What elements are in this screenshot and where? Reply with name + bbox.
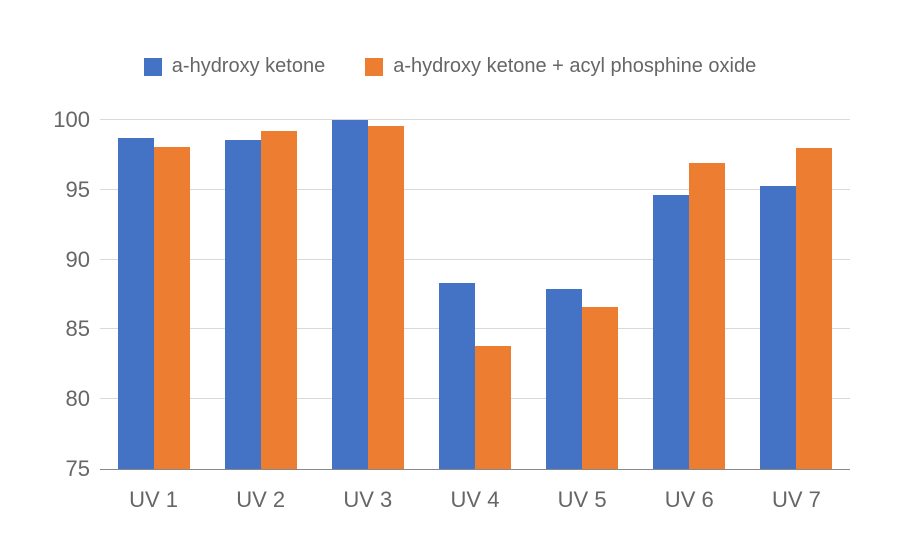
legend-item-series-2: a-hydroxy ketone + acyl phosphine oxide (365, 55, 756, 78)
x-tick-label: UV 1 (129, 487, 178, 513)
chart-container: a-hydroxy ketone a-hydroxy ketone + acyl… (0, 0, 900, 550)
category-group: UV 2 (207, 120, 314, 469)
legend-item-series-1: a-hydroxy ketone (144, 55, 325, 78)
category-group: UV 1 (100, 120, 207, 469)
bar (689, 163, 725, 469)
y-tick-label: 85 (40, 316, 90, 342)
x-tick-label: UV 7 (772, 487, 821, 513)
bar (261, 131, 297, 469)
bar (760, 186, 796, 469)
bar (653, 195, 689, 469)
bar (118, 138, 154, 469)
x-tick-label: UV 3 (343, 487, 392, 513)
bar (332, 120, 368, 469)
legend-swatch-series-1 (144, 58, 162, 76)
x-tick-label: UV 5 (558, 487, 607, 513)
y-tick-label: 95 (40, 177, 90, 203)
bar (582, 307, 618, 469)
x-tick-label: UV 4 (451, 487, 500, 513)
legend-label-series-2: a-hydroxy ketone + acyl phosphine oxide (393, 55, 756, 78)
y-tick-label: 75 (40, 456, 90, 482)
legend-swatch-series-2 (365, 58, 383, 76)
y-tick-label: 90 (40, 247, 90, 273)
category-group: UV 4 (421, 120, 528, 469)
bars-layer: UV 1UV 2UV 3UV 4UV 5UV 6UV 7 (100, 120, 850, 469)
y-tick-label: 100 (40, 107, 90, 133)
bar (546, 289, 582, 469)
bar (154, 147, 190, 469)
category-group: UV 6 (636, 120, 743, 469)
bar (439, 283, 475, 469)
bar (796, 148, 832, 469)
x-tick-label: UV 6 (665, 487, 714, 513)
category-group: UV 7 (743, 120, 850, 469)
category-group: UV 5 (529, 120, 636, 469)
bar (225, 140, 261, 469)
bar (475, 346, 511, 469)
bar (368, 126, 404, 469)
y-tick-label: 80 (40, 386, 90, 412)
plot-area: UV 1UV 2UV 3UV 4UV 5UV 6UV 7 75808590951… (100, 120, 850, 470)
legend: a-hydroxy ketone a-hydroxy ketone + acyl… (0, 55, 900, 78)
category-group: UV 3 (314, 120, 421, 469)
x-tick-label: UV 2 (236, 487, 285, 513)
legend-label-series-1: a-hydroxy ketone (172, 55, 325, 78)
